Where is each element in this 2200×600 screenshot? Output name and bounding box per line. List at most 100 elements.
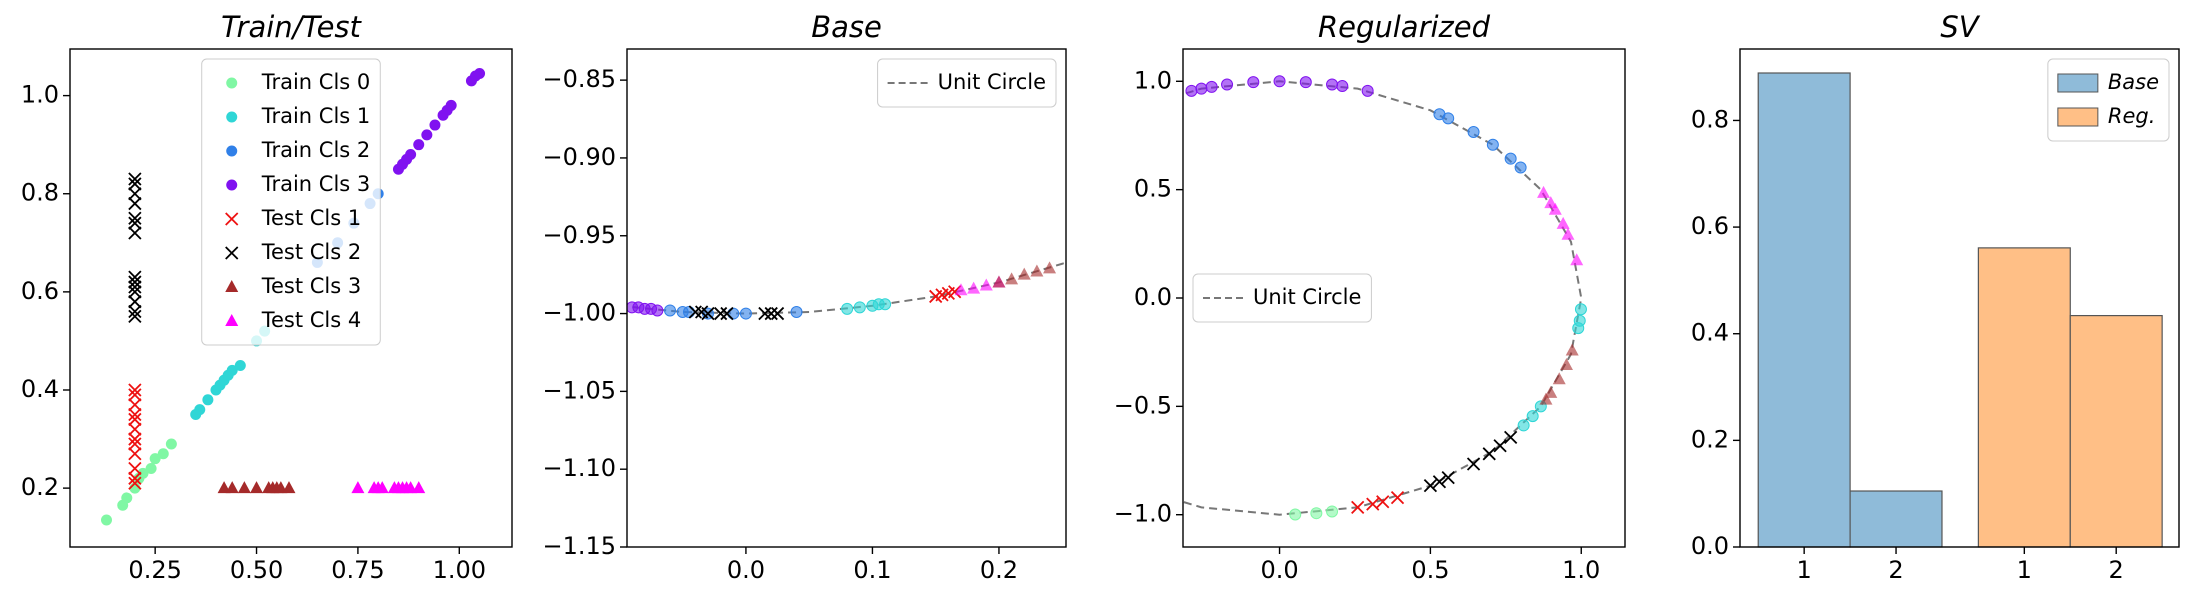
point — [1570, 253, 1584, 266]
point — [100, 514, 112, 526]
point — [1366, 497, 1380, 511]
legend-label: Train Cls 0 — [261, 70, 371, 94]
point — [128, 407, 142, 422]
point — [1043, 261, 1057, 274]
legend-marker — [225, 314, 239, 326]
point — [128, 304, 142, 319]
legend-label: Unit Circle — [1253, 285, 1361, 309]
legend-marker — [226, 77, 238, 89]
y-tick-label: −1.0 — [1114, 500, 1172, 528]
point — [1514, 161, 1527, 174]
axes-frame — [1182, 48, 1626, 548]
point — [474, 68, 486, 80]
chart-title: SV — [1940, 10, 1980, 44]
point — [701, 306, 715, 321]
point — [128, 383, 142, 397]
x-tick-label: 0.50 — [230, 556, 283, 584]
point — [1572, 322, 1585, 335]
point — [165, 438, 177, 450]
axes-frame — [69, 48, 513, 548]
legend-label: Test Cls 4 — [261, 308, 362, 332]
y-tick-label: 0.0 — [1691, 532, 1729, 560]
point — [1467, 126, 1480, 138]
point — [720, 306, 734, 321]
y-tick-label: 0.6 — [1691, 212, 1729, 240]
point — [202, 394, 214, 406]
point — [1351, 500, 1365, 514]
point — [1289, 508, 1302, 521]
y-tick-label: −0.95 — [542, 221, 616, 249]
point — [879, 298, 892, 311]
x-tick-label: 1 — [2017, 556, 2032, 584]
y-tick-label: −0.90 — [542, 143, 616, 171]
axes-frame — [1739, 48, 2180, 548]
y-tick-label: 0.4 — [21, 375, 59, 403]
point — [764, 306, 778, 321]
point — [128, 432, 142, 446]
point — [121, 492, 133, 504]
point — [234, 359, 246, 371]
legend-swatch — [2057, 73, 2099, 93]
legend-frame — [877, 58, 1057, 108]
point — [145, 462, 157, 474]
point — [1361, 84, 1374, 97]
legend-label: Base — [2108, 70, 2159, 94]
point — [1539, 392, 1553, 405]
point — [128, 388, 142, 402]
point — [128, 177, 142, 191]
point — [770, 306, 785, 321]
point — [128, 412, 142, 427]
legend-label: Test Cls 2 — [261, 240, 362, 264]
x-tick-label: 0.0 — [727, 556, 765, 584]
point — [727, 307, 740, 320]
point — [128, 216, 142, 230]
point — [1326, 505, 1339, 518]
legend: Train Cls 0 Train Cls 1 Train Cls 2 Train C… — [201, 58, 381, 346]
point — [128, 211, 142, 225]
x-tick-label: 0.2 — [980, 556, 1018, 584]
point — [128, 476, 142, 490]
point — [1556, 216, 1570, 229]
y-tick-label: 0.2 — [21, 473, 59, 501]
point — [1205, 80, 1218, 93]
x-tick-label: 0.25 — [128, 556, 181, 584]
point — [1326, 78, 1339, 91]
legend: Unit Circle — [1192, 273, 1372, 323]
x-tick-label: 0.5 — [1411, 556, 1449, 584]
point — [1552, 372, 1566, 385]
legend-label: Train Cls 1 — [261, 104, 371, 128]
x-tick-label: 0.75 — [331, 556, 384, 584]
legend-marker — [226, 145, 238, 157]
point — [421, 129, 433, 141]
x-tick-label: 2 — [1888, 556, 1903, 584]
point — [1486, 138, 1499, 151]
x-tick-label: 1 — [1797, 556, 1812, 584]
legend-label: Train Cls 2 — [261, 138, 371, 162]
point — [1336, 80, 1349, 93]
legend-label: Train Cls 3 — [261, 172, 371, 196]
point — [1493, 439, 1507, 453]
point — [157, 448, 169, 460]
point — [1561, 227, 1575, 240]
point — [1466, 457, 1481, 471]
y-tick-label: 0.4 — [1691, 319, 1729, 347]
point — [128, 285, 142, 299]
point — [1432, 475, 1447, 489]
point — [250, 481, 264, 494]
point — [1441, 471, 1455, 485]
point — [128, 461, 142, 476]
point — [979, 278, 993, 291]
point — [128, 471, 142, 485]
x-tick-label: 2 — [2109, 556, 2124, 584]
bar — [1849, 490, 1943, 548]
point — [1565, 343, 1579, 356]
point — [758, 306, 772, 321]
legend-marker — [225, 212, 239, 226]
point — [128, 437, 142, 451]
x-tick-label: 1.00 — [433, 556, 486, 584]
plot-area — [1183, 75, 1587, 521]
point — [429, 119, 441, 131]
point — [1548, 202, 1562, 215]
point — [128, 226, 142, 240]
bar — [1977, 247, 2071, 548]
